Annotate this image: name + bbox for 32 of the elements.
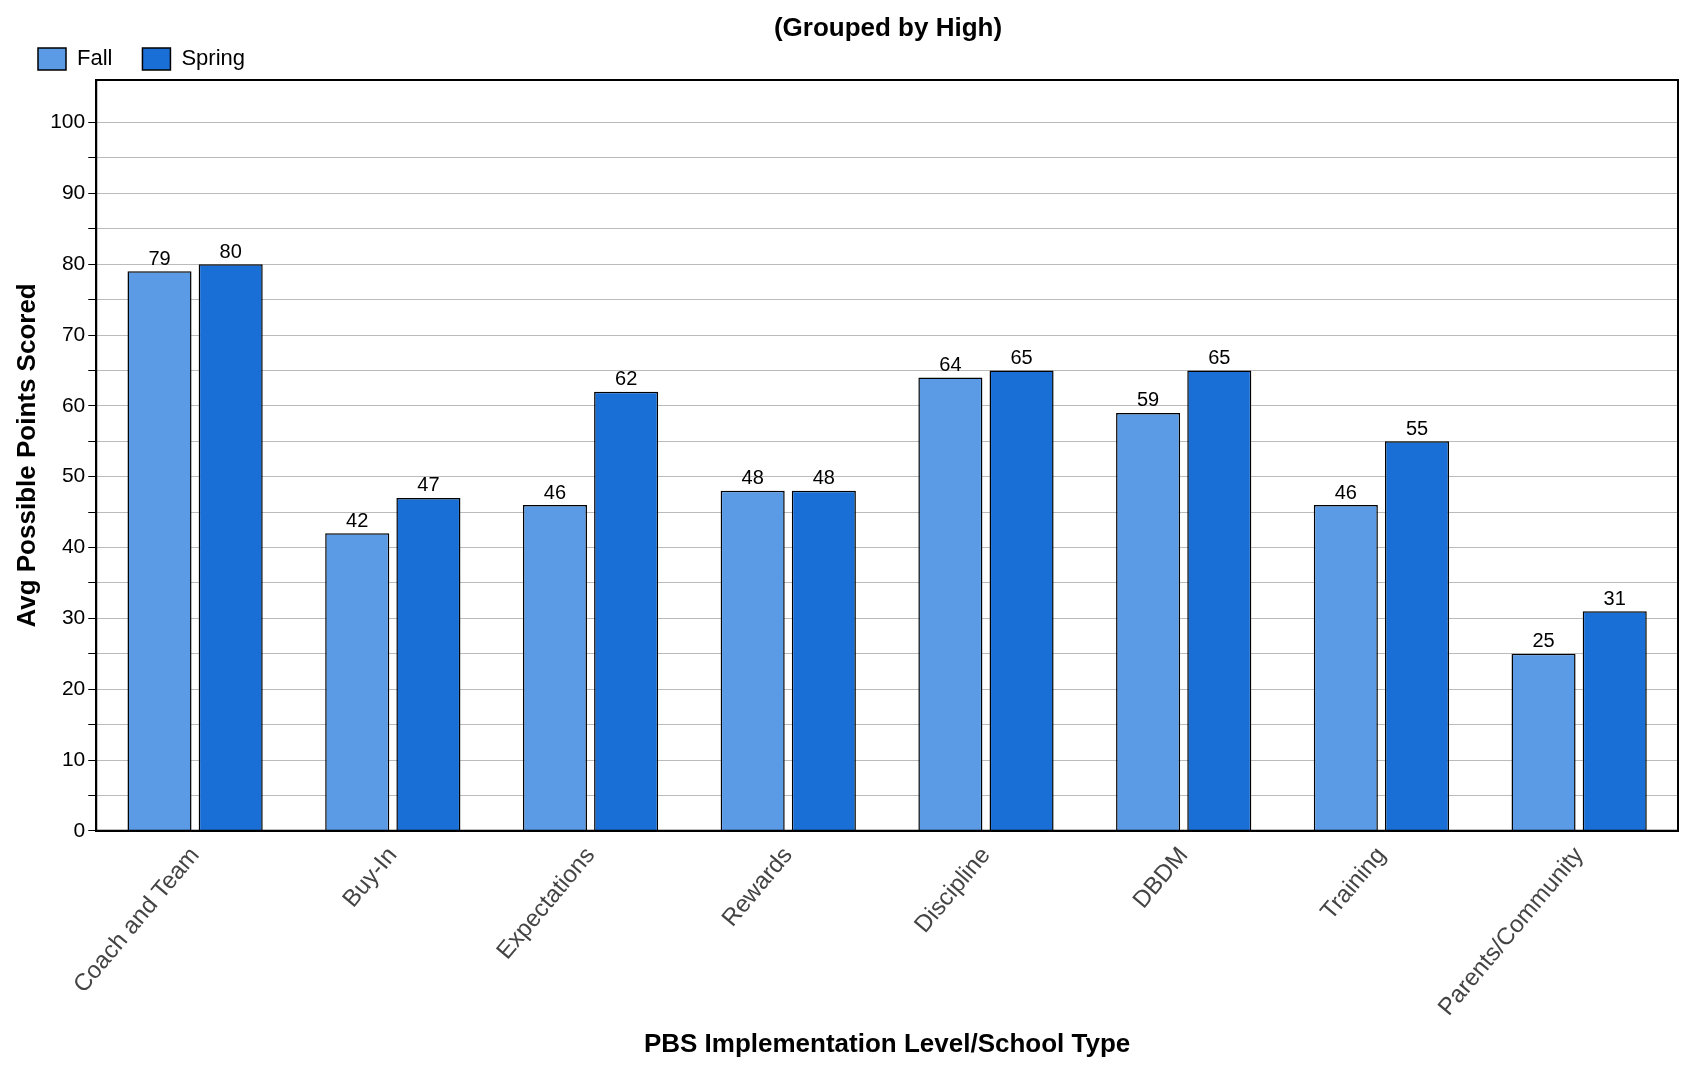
data-label: 48: [812, 466, 835, 489]
data-label: 59: [1136, 388, 1160, 411]
y-tick-label: 90: [61, 180, 86, 204]
data-label: 65: [1010, 345, 1033, 368]
data-label: 55: [1405, 416, 1429, 439]
y-axis-title: Avg Possible Points Scored: [10, 283, 41, 628]
y-tick-label: 80: [61, 250, 86, 274]
data-label: 48: [741, 466, 764, 489]
y-tick-label: 30: [61, 605, 86, 629]
chart-title: (Grouped by High): [772, 12, 1004, 43]
data-label: 80: [219, 239, 242, 262]
data-label: 31: [1603, 586, 1626, 609]
data-label: 79: [148, 246, 171, 269]
y-tick-label: 20: [61, 675, 86, 699]
y-tick-label: 40: [61, 534, 86, 558]
legend-label: Fall: [77, 45, 113, 71]
data-label: 25: [1532, 629, 1555, 652]
data-label: 65: [1208, 345, 1231, 368]
legend-label: Spring: [181, 45, 246, 71]
y-tick-label: 0: [73, 817, 86, 841]
data-label: 62: [615, 367, 638, 390]
x-axis-title: PBS Implementation Level/School Type: [643, 1027, 1131, 1058]
y-tick-label: 50: [61, 463, 86, 487]
y-tick-label: 70: [61, 321, 86, 345]
data-label: 42: [346, 508, 369, 531]
y-tick-label: 100: [50, 109, 86, 133]
data-label: 46: [1334, 480, 1357, 503]
y-tick-label: 10: [61, 746, 86, 770]
data-label: 46: [543, 480, 567, 503]
data-label: 47: [417, 473, 440, 496]
y-tick-label: 60: [61, 392, 86, 416]
data-label: 64: [939, 353, 962, 376]
